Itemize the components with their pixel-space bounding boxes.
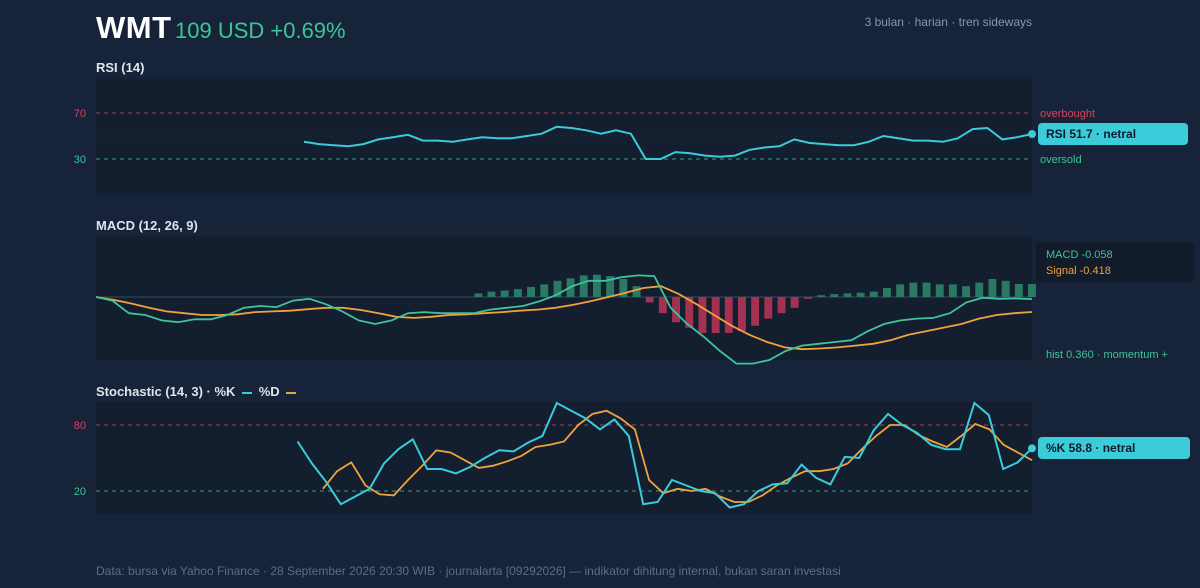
stoch-tick-80: 80 [74,420,86,432]
chart-meta: 3 bulan · harian · tren sideways [864,15,1032,29]
rsi-line [303,125,1033,160]
macd-line [95,274,1033,365]
stoch-title-text: Stochastic (14, 3) · %K [96,384,236,399]
stoch-d-legend-label: %D [258,384,280,399]
stoch-d-legend-swatch [286,391,297,394]
macd-hist-bar [856,292,865,297]
macd-hist-bar [658,297,667,314]
ticker-symbol: WMT [96,10,172,45]
macd-hist-bar [619,279,628,297]
macd-hist-bar [500,290,509,297]
macd-hist-bar [553,280,562,297]
macd-hist-bar [830,294,839,297]
macd-hist-bar [975,282,984,297]
macd-hist-bar [606,276,615,297]
macd-hist-bar [487,291,496,297]
price-change: 109 USD +0.69% [175,18,346,43]
macd-hist-bar [909,282,918,297]
macd-hist-bar [738,297,746,332]
macd-hist-bar [777,297,786,314]
rsi-overbought-label: overbought [1040,108,1095,120]
stoch-title: Stochastic (14, 3) · %K %D [96,384,297,399]
macd-title: MACD (12, 26, 9) [96,218,198,233]
macd-hist-bar [883,288,891,297]
macd-hist-bar [988,279,997,297]
macd-hist-bar [632,286,641,297]
macd-legend-signal: Signal -0.418 [1046,265,1111,277]
macd-panel [96,236,1032,360]
macd-hist-bar [751,297,760,326]
macd-hist-bar [513,289,522,297]
macd-hist-bar [724,297,733,333]
stoch-end-dot [1028,444,1036,453]
footer-source: Data: bursa via Yahoo Finance · 28 Septe… [96,564,841,578]
macd-hist-bar [527,286,535,297]
stoch-tick-20: 20 [74,486,86,498]
macd-hist-bar [790,297,799,308]
macd-hist-bar [817,295,825,297]
macd-signal-line [95,285,1033,351]
macd-hist-bar [922,282,931,297]
macd-hist-bar [645,297,654,303]
rsi-tick-30: 30 [74,154,86,166]
macd-hist-bar [843,293,852,297]
macd-hist-bar [1014,284,1023,297]
macd-hist-bar [948,284,957,297]
stoch-panel [96,402,1032,514]
macd-hist-bar [672,297,680,323]
stoch-k-legend-swatch [242,391,253,394]
macd-hist-bar [869,291,878,297]
rsi-end-dot [1028,130,1036,139]
macd-hist-bar [698,297,707,333]
macd-hist-bar [962,286,970,297]
macd-hist-bar [540,284,549,297]
macd-hist-note: hist 0.360 · momentum + [1046,349,1168,361]
macd-hist-bar [764,297,773,319]
macd-hist-bar [1028,284,1036,297]
macd-hist-bar [579,275,588,297]
rsi-tick-70: 70 [74,108,86,120]
rsi-end-label-box [1038,123,1188,145]
macd-hist-bar [685,297,694,328]
rsi-oversold-label: oversold [1040,154,1082,166]
macd-hist-bar [935,284,944,297]
macd-hist-bar [593,274,601,297]
stoch-k-line [296,401,1033,509]
macd-hist-bar [1001,280,1010,297]
macd-hist-bar [896,284,905,297]
stoch-end-label-box [1038,437,1190,459]
macd-legend-macd: MACD -0.058 [1046,249,1113,261]
macd-hist-bar [474,293,483,297]
rsi-title: RSI (14) [96,60,145,75]
stoch-end-label: %K 58.8 · netral [1046,441,1135,455]
rsi-end-label: RSI 51.7 · netral [1046,127,1136,141]
macd-hist-bar [803,297,812,299]
macd-legend-box [1036,242,1194,282]
